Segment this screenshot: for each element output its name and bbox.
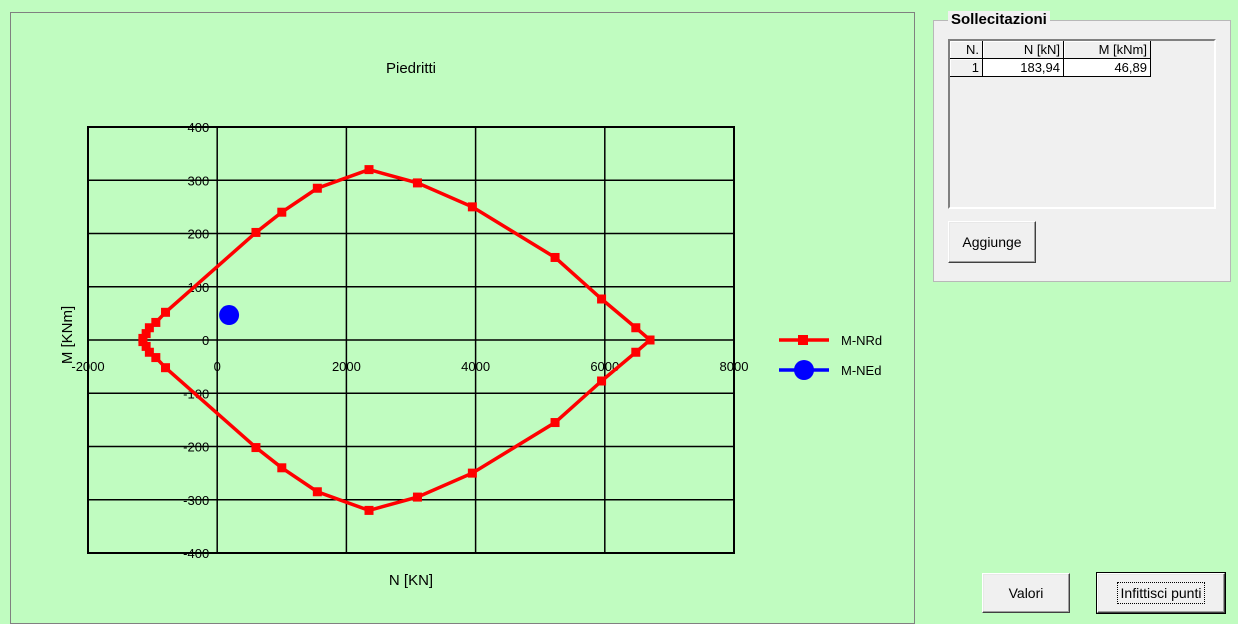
data-point-m-nrd — [597, 376, 607, 386]
data-point-m-nrd — [141, 341, 151, 351]
y-tick-label: 300 — [187, 173, 209, 188]
densify-points-button[interactable]: Infittisci punti — [1096, 572, 1226, 614]
data-point-m-nrd — [161, 363, 171, 373]
data-point-m-nrd — [138, 337, 148, 347]
data-point-m-nrd — [412, 492, 422, 502]
row-m-value[interactable]: 46,89 — [1063, 58, 1151, 77]
x-tick-label: 2000 — [332, 359, 361, 374]
data-point-m-nrd — [161, 307, 171, 317]
row-n-value[interactable]: 183,94 — [982, 58, 1064, 77]
data-point-m-ned — [219, 305, 240, 326]
data-point-m-nrd — [144, 323, 154, 333]
header-m: M [kNm] — [1063, 41, 1151, 59]
data-point-m-nrd — [631, 347, 641, 357]
header-n: N [kN] — [982, 41, 1064, 59]
data-point-m-nrd — [251, 443, 261, 453]
densify-points-label: Infittisci punti — [1116, 582, 1206, 604]
data-point-m-nrd — [364, 505, 374, 515]
sollecitazioni-group: Sollecitazioni N. N [kN] M [kNm] 1 183,9… — [933, 11, 1231, 282]
table-row[interactable]: 1 183,94 46,89 — [950, 58, 1151, 77]
y-tick-label: 100 — [187, 280, 209, 295]
data-point-m-nrd — [550, 252, 560, 262]
add-button[interactable]: Aggiunge — [948, 221, 1036, 263]
x-tick-label: 4000 — [461, 359, 490, 374]
data-point-m-nrd — [312, 183, 322, 193]
data-point-m-nrd — [467, 202, 477, 212]
legend-label: M-NRd — [841, 333, 882, 348]
x-axis-label: N [KN] — [389, 572, 433, 589]
data-point-m-nrd — [277, 207, 287, 217]
interaction-diagram-chart: -2000 0 2000 4000 6000 80004003002001000-100-… — [59, 60, 882, 589]
data-point-m-nrd — [645, 335, 655, 345]
data-point-m-nrd — [467, 468, 477, 478]
data-point-m-nrd — [277, 463, 287, 473]
data-point-m-nrd — [364, 165, 374, 175]
y-tick-label: -200 — [183, 440, 209, 455]
data-point-m-nrd — [412, 178, 422, 188]
x-tick-label: -2000 — [71, 359, 104, 374]
x-tick-label: 8000 — [720, 359, 749, 374]
data-point-m-nrd — [631, 323, 641, 333]
data-point-m-nrd — [251, 227, 261, 237]
chart-title: Piedritti — [386, 60, 436, 77]
sollecitazioni-table: N. N [kN] M [kNm] 1 183,94 46,89 — [950, 41, 1151, 77]
y-tick-label: -400 — [183, 546, 209, 561]
data-point-m-nrd — [312, 487, 322, 497]
y-tick-label: 400 — [187, 120, 209, 135]
sollecitazioni-title: Sollecitazioni — [948, 11, 1050, 28]
table-header-row: N. N [kN] M [kNm] — [950, 41, 1151, 59]
data-point-m-nrd — [550, 418, 560, 428]
chart-panel: -2000 0 2000 4000 6000 8000 400 300 200 100 0 -100-… — [10, 12, 915, 624]
y-tick-label: 0 — [202, 333, 209, 348]
row-index: 1 — [950, 58, 983, 77]
legend-marker — [798, 335, 808, 345]
y-axis-label: M [KNm] — [59, 306, 76, 364]
legend-marker — [794, 360, 814, 380]
sollecitazioni-grid[interactable]: N. N [kN] M [kNm] 1 183,94 46,89 — [948, 39, 1216, 209]
legend-label: M-NEd — [841, 363, 881, 378]
data-point-m-nrd — [141, 329, 151, 339]
x-tick-label: 0 — [214, 359, 221, 374]
values-button[interactable]: Valori — [982, 573, 1070, 613]
header-index: N. — [950, 41, 983, 59]
y-tick-label: 200 — [187, 227, 209, 242]
data-point-m-nrd — [151, 317, 161, 327]
y-tick-label: -300 — [183, 493, 209, 508]
data-point-m-nrd — [144, 347, 154, 357]
data-point-m-nrd — [151, 353, 161, 363]
data-point-m-nrd — [597, 294, 607, 304]
